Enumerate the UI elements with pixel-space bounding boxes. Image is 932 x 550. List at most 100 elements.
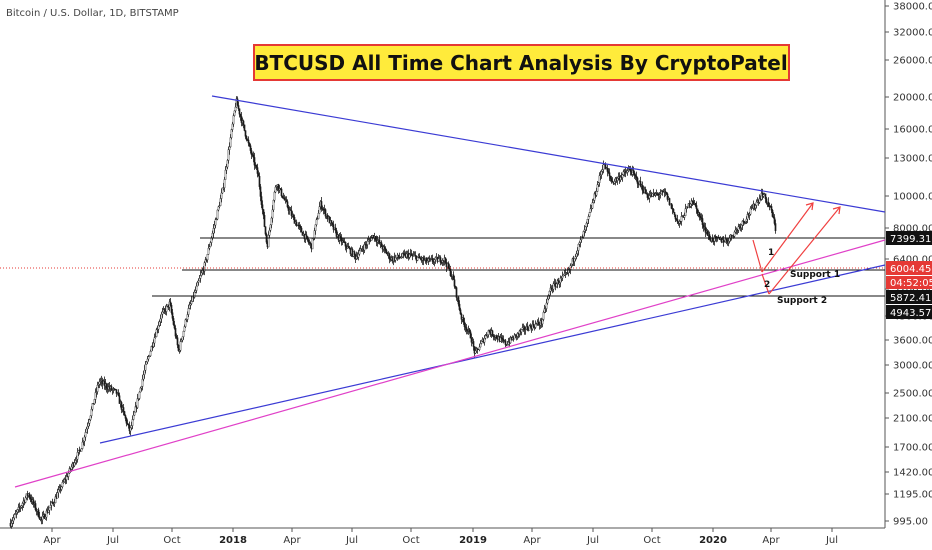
candle-body xyxy=(44,516,47,519)
candle-body xyxy=(488,330,491,333)
candle-body xyxy=(231,123,234,130)
candle-body xyxy=(330,220,333,224)
candle-body xyxy=(646,194,649,198)
candle-body xyxy=(196,282,199,287)
candle-body xyxy=(534,323,537,328)
candle-body xyxy=(174,328,177,337)
candle-body xyxy=(532,323,535,327)
candle-body xyxy=(434,257,437,260)
candle-body xyxy=(169,301,172,306)
candle-body xyxy=(230,129,233,138)
candle-body xyxy=(198,278,201,282)
candle-body xyxy=(186,314,189,320)
candle-body xyxy=(737,226,740,231)
candle-body xyxy=(162,309,165,313)
y-tick-label: 1420.00 xyxy=(893,468,932,479)
price-tag-7399-label: 7399.31 xyxy=(890,234,931,245)
candle-body xyxy=(80,448,83,452)
candle-body xyxy=(165,306,168,312)
y-tick-label: 995.00 xyxy=(893,517,928,528)
candle-body xyxy=(37,509,40,518)
x-axis-ticks: Apr Jul Oct 2018 Apr Jul Oct 2019 Apr Jul Oct 2020 A… xyxy=(43,528,838,546)
candle-body xyxy=(633,172,636,176)
candle-body xyxy=(542,312,545,320)
candle-body xyxy=(495,335,498,339)
candle-body xyxy=(211,233,214,239)
candle-body xyxy=(176,337,179,346)
candle-body xyxy=(205,259,208,261)
candle-body xyxy=(285,199,288,202)
candle-body xyxy=(257,173,260,177)
candle-body xyxy=(318,206,321,214)
candle-body xyxy=(601,169,604,172)
candle-body xyxy=(226,160,229,168)
candle-body xyxy=(292,215,295,218)
candle-body xyxy=(148,355,151,357)
candle-body xyxy=(548,291,551,296)
candle-body xyxy=(644,188,647,194)
candle-body xyxy=(93,399,96,404)
x-tick-label: Jul xyxy=(106,535,119,546)
candle-body xyxy=(316,218,319,220)
candle-body xyxy=(570,263,573,266)
candle-body xyxy=(179,341,182,351)
candle-body xyxy=(216,209,219,220)
candle-body xyxy=(29,497,32,500)
y-tick-label: 32000.00 xyxy=(893,28,932,39)
price-tag-5872-label: 5872.41 xyxy=(890,293,931,304)
candle-body xyxy=(57,489,60,493)
candle-body xyxy=(418,255,421,259)
candle-body xyxy=(270,217,273,226)
y-tick-label: 3000.00 xyxy=(893,361,932,372)
candle-body xyxy=(453,279,456,287)
candle-body xyxy=(274,186,277,193)
y-tick-label: 8000.00 xyxy=(893,224,932,235)
candle-body xyxy=(182,330,185,338)
symbol-label: Bitcoin / U.S. Dollar, 1D, BITSTAMP xyxy=(6,8,179,19)
candle-body xyxy=(206,254,209,261)
candle-body xyxy=(12,517,15,522)
candle-body xyxy=(214,219,217,226)
candle-body xyxy=(137,398,140,400)
candle-body xyxy=(123,411,126,416)
candle-body xyxy=(212,228,215,234)
price-candles xyxy=(9,96,777,529)
candle-body xyxy=(659,193,662,196)
candle-body xyxy=(223,179,226,188)
candle-body xyxy=(609,175,612,179)
candle-body xyxy=(388,253,391,260)
candle-body xyxy=(229,137,232,148)
candle-body xyxy=(733,231,736,237)
candle-body xyxy=(271,209,274,219)
candle-body xyxy=(314,224,317,231)
candle-body xyxy=(243,124,246,131)
price-tag-5872-bg xyxy=(886,290,932,304)
candle-body xyxy=(444,257,447,263)
candle-body xyxy=(267,235,270,248)
candle-body xyxy=(73,462,76,466)
candle-body xyxy=(513,334,516,340)
x-tick-label: Jul xyxy=(825,535,838,546)
arrow-2-down xyxy=(761,273,770,295)
candle-body xyxy=(244,130,247,137)
candle-body xyxy=(48,507,51,511)
candle-body xyxy=(87,422,90,427)
y-tick-label: 2500.00 xyxy=(893,389,932,400)
candle-body xyxy=(184,319,187,327)
candle-body xyxy=(125,418,128,424)
candle-body xyxy=(172,318,175,325)
candle-body xyxy=(578,242,581,245)
candle-body xyxy=(616,178,619,181)
candle-body xyxy=(575,253,578,258)
arrow-1-head xyxy=(805,202,814,211)
candle-body xyxy=(144,364,147,371)
candle-body xyxy=(124,415,127,419)
candle-body xyxy=(96,385,99,392)
candle-body xyxy=(134,406,137,413)
candle-body xyxy=(56,492,59,499)
candle-body xyxy=(307,239,310,243)
candle-body xyxy=(273,191,276,201)
candle-body xyxy=(193,291,196,298)
candle-body xyxy=(15,511,18,514)
candle-body xyxy=(74,460,77,463)
